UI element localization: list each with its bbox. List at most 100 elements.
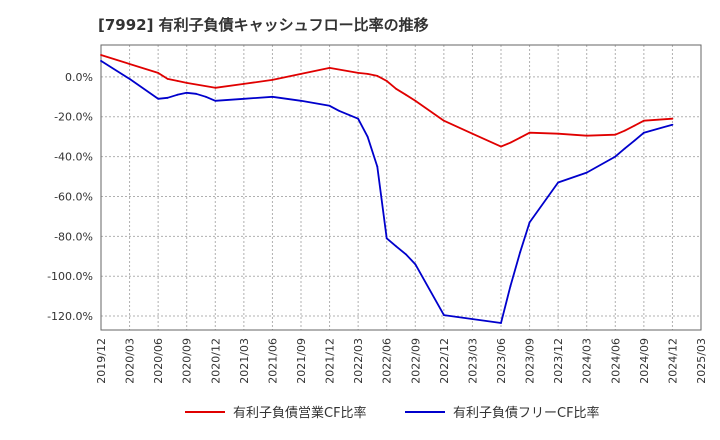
series-0-point [185,81,188,84]
x-tick-label: 2024/12 [666,338,679,384]
series-line-0 [100,54,673,148]
series-0-point [442,119,445,122]
legend-label-free-cf: 有利子負債フリーCF比率 [453,405,600,421]
series-1-point [442,314,445,316]
series-1-point [509,285,512,288]
series-1-point [557,181,560,184]
x-axis-ticks: 2019/12 2020/03 2020/06 2020/09 2020/12 2021/… [95,338,708,384]
series-0-point [271,78,274,81]
chart-title: [7992] 有利子負債キャッシュフロー比率の推移 [98,16,429,34]
series-0-point [395,87,398,90]
series-0-point [519,136,522,139]
plot-area-frame [100,44,702,331]
x-tick-label: 2020/09 [181,338,194,384]
x-tick-label: 2024/09 [638,338,651,384]
series-1-point [128,77,131,80]
y-tick-label: -40.0% [54,151,93,164]
series-0-point [214,86,217,89]
series-0-point [157,72,160,74]
series-1-point [157,97,160,100]
series-0-point [671,117,674,120]
x-tick-label: 2022/06 [381,338,394,384]
y-tick-label: -120.0% [47,310,93,323]
series-1-point [633,139,636,142]
x-tick-label: 2022/03 [352,338,365,384]
series-1-point [347,113,350,116]
series-1-point [214,99,217,102]
series-0-point [328,67,331,69]
series-1-point [300,99,302,102]
y-tick-label: -80.0% [54,230,93,243]
series-0-point [357,72,360,74]
series-0-point [414,99,417,102]
series-0-point [176,79,179,82]
x-tick-label: 2022/12 [438,338,451,384]
series-1-point [395,245,398,248]
series-line-1 [100,60,673,324]
legend: 有利子負債営業CF比率 有利子負債フリーCF比率 [185,405,600,421]
x-tick-label: 2023/06 [495,338,508,384]
series-0-point [300,72,302,75]
series-0-point [557,132,560,135]
x-tick-label: 2025/03 [695,338,708,384]
series-1-point [376,165,379,168]
series-1-point [271,95,274,98]
series-1-point [414,263,417,266]
series-1-point [195,92,198,95]
x-tick-label: 2023/12 [552,338,565,384]
series-1-point [366,135,369,138]
series-1-point [185,91,188,94]
series-1-point [500,322,502,324]
y-axis-ticks: 0.0% -20.0% -40.0% -60.0% -80.0% -100.0% -120.… [47,71,93,323]
series-0-point [242,82,245,85]
series-1-point [671,123,674,126]
series-0-point [500,145,502,148]
x-tick-label: 2021/03 [238,338,251,384]
x-tick-label: 2023/03 [466,338,479,384]
y-tick-label: -60.0% [54,190,93,203]
series-0-point [471,132,474,135]
legend-label-operating-cf: 有利子負債営業CF比率 [233,405,367,421]
x-tick-label: 2024/03 [581,338,594,384]
series-1-point [528,221,531,224]
series-0-point [366,72,369,75]
grid [101,45,701,330]
x-tick-label: 2024/06 [609,338,622,384]
x-tick-label: 2023/09 [524,338,537,384]
x-tick-label: 2021/09 [295,338,308,384]
series-0-point [623,129,626,132]
x-tick-label: 2021/12 [324,338,337,384]
series-1-point [204,95,207,98]
series-1-point [166,96,169,99]
series-1-point [385,237,388,240]
series-0-point [528,131,531,134]
series-0-point [100,54,102,56]
series-1-point [585,171,588,174]
series-0-point [166,77,169,80]
series-0-point [614,133,617,136]
series-layer [100,54,674,324]
series-0-point [509,141,512,144]
x-tick-label: 2020/12 [209,338,222,384]
y-tick-label: -20.0% [54,111,93,124]
series-1-point [614,155,617,158]
series-0-point [376,74,379,77]
series-1-point [100,60,102,62]
series-1-point [338,109,340,112]
x-tick-label: 2021/06 [266,338,279,384]
series-0-point [642,119,645,122]
x-tick-label: 2019/12 [95,338,108,384]
y-tick-label: -100.0% [47,270,93,283]
series-1-point [623,147,626,150]
series-1-point [242,97,245,100]
series-1-point [328,104,331,107]
series-0-point [404,93,407,96]
series-0-point [633,124,636,127]
x-tick-label: 2022/09 [409,338,422,384]
x-tick-label: 2020/06 [152,338,165,384]
x-tick-label: 2020/03 [124,338,137,384]
series-1-point [357,117,360,120]
series-1-point [404,253,407,256]
y-tick-label: 0.0% [65,71,93,84]
